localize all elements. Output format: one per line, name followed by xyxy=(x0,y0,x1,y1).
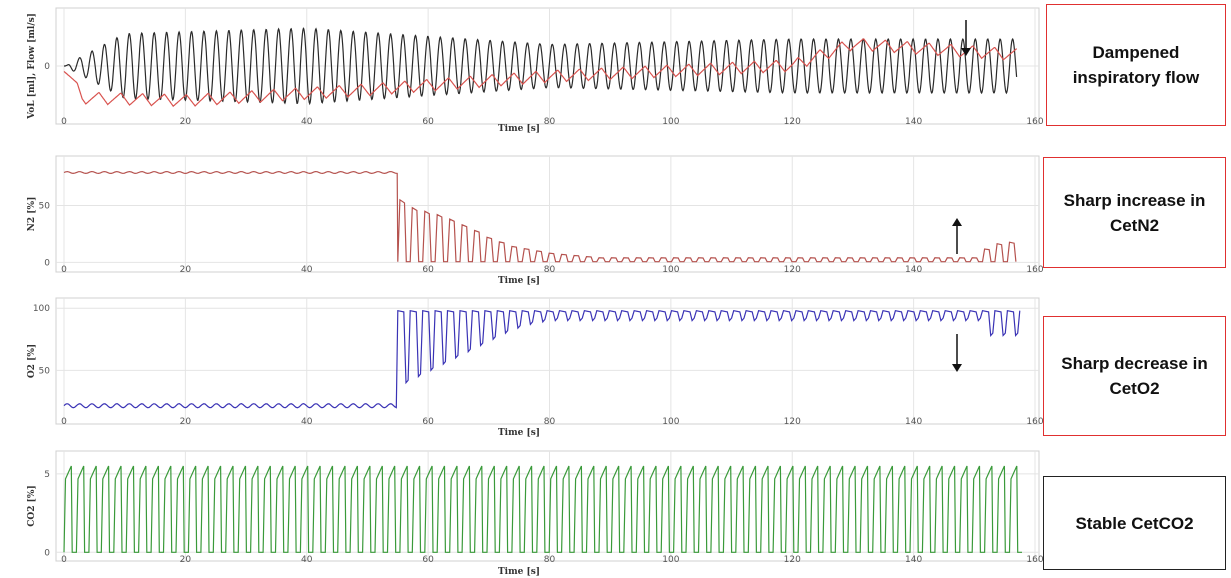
x-axis-label: Time [s] xyxy=(498,428,540,438)
series-line-n2_trace xyxy=(63,170,1017,263)
x-tick-label: 100 xyxy=(662,555,679,565)
arrow-down-icon xyxy=(961,48,971,56)
series-line-co2_trace xyxy=(63,465,1022,553)
y-tick-label: 5 xyxy=(44,470,50,480)
x-tick-label: 20 xyxy=(180,417,192,427)
x-tick-label: 80 xyxy=(544,117,556,127)
y-tick-label: 50 xyxy=(39,366,51,376)
callout-flow: Dampened inspiratory flow xyxy=(1046,4,1226,126)
x-tick-label: 40 xyxy=(301,417,313,427)
panel-frame xyxy=(55,155,1040,273)
x-tick-label: 60 xyxy=(422,555,434,565)
x-tick-label: 80 xyxy=(544,555,556,565)
x-tick-label: 0 xyxy=(61,555,67,565)
x-tick-label: 40 xyxy=(301,117,313,127)
y-axis-label: VoL [ml], Flow [ml/s] xyxy=(27,13,37,120)
callout-o2: Sharp decrease in CetO2 xyxy=(1043,316,1226,436)
x-tick-label: 120 xyxy=(784,117,801,127)
y-tick-label: 0 xyxy=(44,258,50,268)
y-axis-label: O2 [%] xyxy=(27,344,37,378)
x-tick-label: 160 xyxy=(1026,417,1043,427)
x-tick-label: 120 xyxy=(784,417,801,427)
x-tick-label: 80 xyxy=(544,265,556,275)
y-axis-label: N2 [%] xyxy=(27,197,37,232)
x-tick-label: 140 xyxy=(905,117,922,127)
x-tick-label: 160 xyxy=(1026,117,1043,127)
series-line-o2_trace xyxy=(63,309,1021,409)
x-tick-label: 40 xyxy=(301,555,313,565)
y-axis-label: CO2 [%] xyxy=(27,485,37,526)
x-tick-label: 100 xyxy=(662,117,679,127)
x-tick-label: 20 xyxy=(180,117,192,127)
x-tick-label: 140 xyxy=(905,265,922,275)
arrow-up-icon xyxy=(952,218,962,226)
panel-frame xyxy=(55,450,1040,562)
y-tick-label: 0 xyxy=(44,62,50,72)
x-tick-label: 0 xyxy=(61,117,67,127)
x-tick-label: 140 xyxy=(905,555,922,565)
callout-co2: Stable CetCO2 xyxy=(1043,476,1226,570)
x-tick-label: 0 xyxy=(61,417,67,427)
x-tick-label: 60 xyxy=(422,265,434,275)
panel-frame xyxy=(55,297,1040,425)
x-tick-label: 120 xyxy=(784,555,801,565)
x-axis-label: Time [s] xyxy=(498,276,540,286)
x-tick-label: 80 xyxy=(544,417,556,427)
x-tick-label: 20 xyxy=(180,265,192,275)
x-axis-label: Time [s] xyxy=(498,567,540,577)
x-tick-label: 60 xyxy=(422,117,434,127)
series-line-black_trace xyxy=(64,27,1018,106)
series-line-red_trace xyxy=(63,38,1017,108)
x-tick-label: 100 xyxy=(662,417,679,427)
y-tick-label: 0 xyxy=(44,548,50,558)
x-tick-label: 60 xyxy=(422,417,434,427)
x-tick-label: 40 xyxy=(301,265,313,275)
x-tick-label: 100 xyxy=(662,265,679,275)
x-tick-label: 140 xyxy=(905,417,922,427)
arrow-down-icon xyxy=(952,364,962,372)
x-tick-label: 0 xyxy=(61,265,67,275)
y-tick-label: 100 xyxy=(33,304,50,314)
callout-n2: Sharp increase in CetN2 xyxy=(1043,157,1226,268)
x-tick-label: 160 xyxy=(1026,265,1043,275)
y-tick-label: 50 xyxy=(39,201,51,211)
x-tick-label: 120 xyxy=(784,265,801,275)
x-tick-label: 160 xyxy=(1026,555,1043,565)
x-tick-label: 20 xyxy=(180,555,192,565)
x-axis-label: Time [s] xyxy=(498,124,540,134)
